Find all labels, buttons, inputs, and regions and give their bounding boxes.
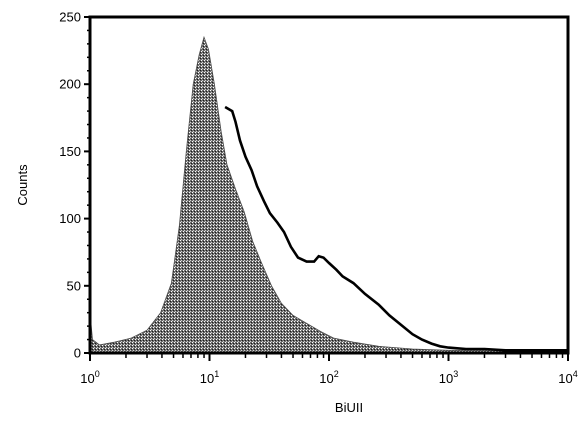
y-tick-label: 250 — [59, 10, 81, 25]
x-axis: 100 101 102 103 104 — [80, 353, 578, 386]
x-tick-label: 104 — [558, 369, 577, 386]
y-axis-label: Counts — [15, 164, 30, 206]
plot-frame — [88, 15, 570, 355]
series-0-filled-histogram — [89, 35, 569, 354]
y-axis: 0 50 100 150 200 250 — [59, 10, 90, 361]
y-tick-label: 50 — [67, 278, 81, 293]
x-tick-label: 101 — [200, 369, 219, 386]
y-tick-label: 150 — [59, 144, 81, 159]
x-tick-label: 100 — [80, 369, 99, 386]
y-tick-label: 200 — [59, 77, 81, 92]
plot-area — [89, 35, 569, 354]
x-tick-label: 103 — [439, 369, 458, 386]
x-tick-label: 102 — [319, 369, 338, 386]
series-1-outline-histogram — [224, 105, 568, 352]
x-axis-label: BiUII — [335, 400, 363, 415]
y-tick-label: 100 — [59, 211, 81, 226]
y-tick-label: 0 — [74, 346, 81, 361]
